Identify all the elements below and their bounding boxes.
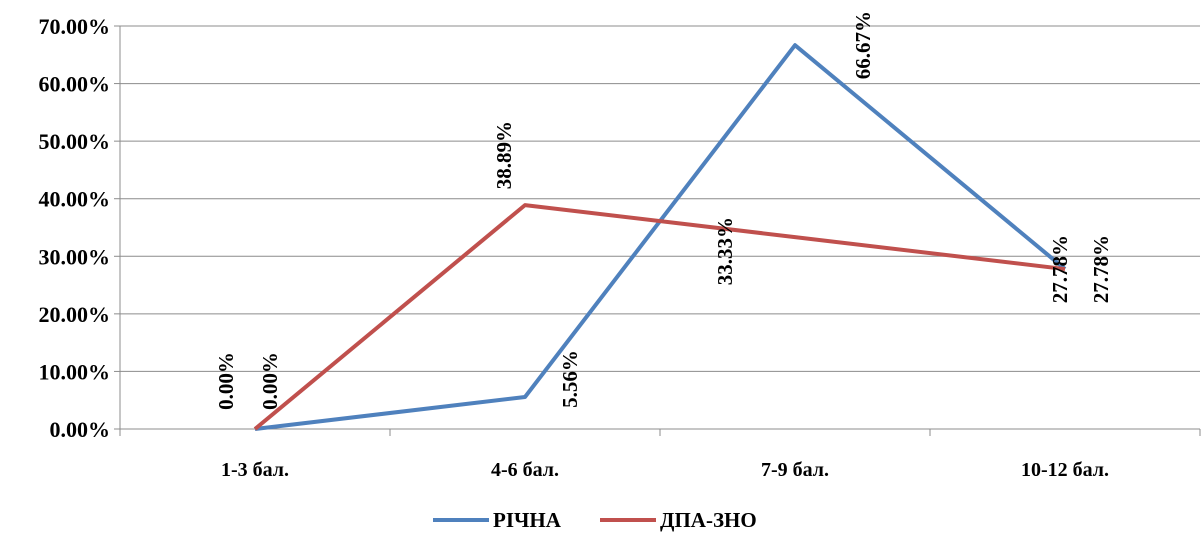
x-tick-label: 10-12 бал.: [1021, 459, 1109, 481]
y-tick-label: 20.00%: [39, 302, 111, 327]
data-label: 27.78%: [1089, 235, 1113, 303]
data-label: 66.67%: [851, 11, 875, 79]
y-tick-label: 40.00%: [39, 187, 111, 212]
y-tick-label: 30.00%: [39, 244, 111, 269]
y-tick-label: 70.00%: [39, 14, 111, 39]
x-axis: 1-3 бал. 4-6 бал. 7-9 бал. 10-12 бал.: [119, 26, 1201, 481]
y-tick-label: 60.00%: [39, 72, 111, 97]
legend-label-1: РІЧНА: [493, 508, 562, 532]
series-layer: [253, 43, 1067, 431]
gridlines: [120, 25, 1200, 372]
data-label: 38.89%: [492, 121, 516, 189]
data-label: 0.00%: [258, 352, 282, 410]
legend-label-2: ДПА-ЗНО: [660, 508, 757, 532]
legend: РІЧНА ДПА-ЗНО: [433, 508, 757, 532]
x-tick-label: 1-3 бал.: [221, 459, 289, 481]
x-tick-label: 7-9 бал.: [761, 459, 829, 481]
data-label: 27.78%: [1048, 235, 1072, 303]
x-tick-label: 4-6 бал.: [491, 459, 559, 481]
y-axis-ticks: 0.00% 10.00% 20.00% 30.00% 40.00% 50.00% 60.00…: [39, 14, 120, 442]
data-label: 33.33%: [713, 217, 737, 285]
series-line-2: [253, 203, 1066, 431]
data-label: 0.00%: [214, 352, 238, 410]
y-tick-label: 0.00%: [50, 417, 111, 442]
data-label: 5.56%: [558, 350, 582, 408]
y-tick-label: 50.00%: [39, 129, 111, 154]
y-tick-label: 10.00%: [39, 359, 111, 384]
data-labels: 0.00% 5.56% 66.67% 27.78% 0.00% 38.89% 33.33% 2…: [214, 11, 1113, 410]
